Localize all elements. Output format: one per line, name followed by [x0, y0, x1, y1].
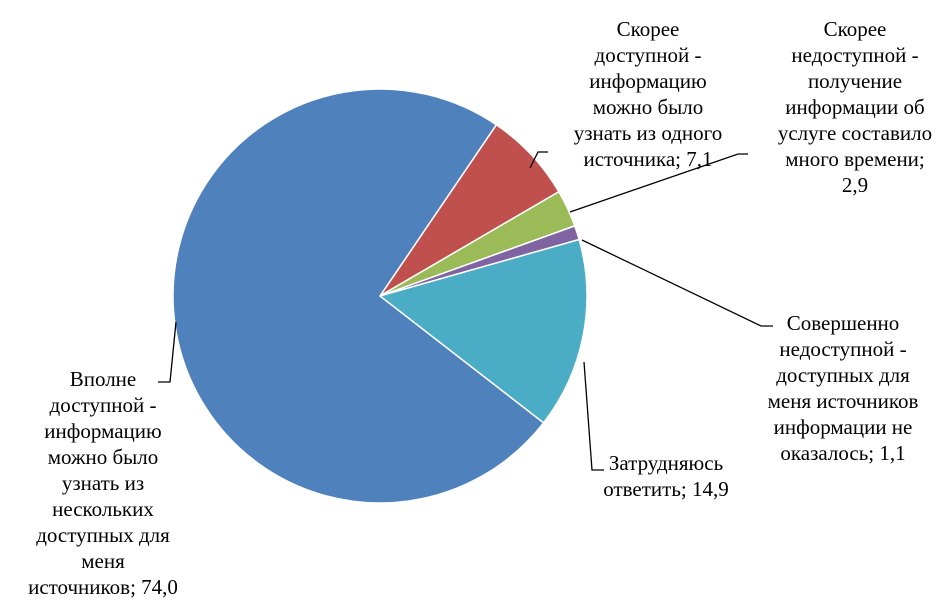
data-label-line: информацию — [44, 419, 161, 443]
data-label-line: источников; 74,0 — [28, 575, 178, 599]
data-label-line: много времени; — [785, 147, 925, 171]
pie-slices — [172, 88, 588, 504]
data-label-line: доступной - — [595, 43, 702, 67]
data-label-sovershenno-nedostupnoy: Совершенно недоступной -доступных для меня… — [768, 311, 919, 465]
data-label-skoree-nedostupnoy: Скорее недоступной -получение информации о… — [778, 17, 932, 197]
data-label-line: меня — [81, 549, 125, 573]
data-label-line: Вполне — [70, 367, 137, 391]
data-label-line: информацию — [589, 69, 706, 93]
leader-line-zatrudnyayus — [583, 361, 604, 471]
data-label-line: услуге составило — [778, 121, 932, 145]
data-label-line: узнать из — [62, 471, 144, 495]
data-label-line: узнать из одного — [574, 121, 723, 145]
data-label-line: оказалось; 1,1 — [780, 441, 905, 465]
data-label-line: недоступной - — [779, 337, 906, 361]
data-label-line: доступной - — [50, 393, 157, 417]
data-label-line: ответить; 14,9 — [603, 477, 729, 501]
data-label-line: доступных для — [776, 363, 910, 387]
data-label-line: Затрудняюсь — [609, 451, 723, 475]
data-label-line: можно было — [48, 445, 159, 469]
data-label-line: 2,9 — [842, 173, 868, 197]
data-label-vpolne-dostupnoy: Вполне доступной -информацию можно было узн… — [28, 367, 178, 599]
leader-line-sovershenno-nedostupnoy — [581, 239, 773, 327]
data-labels: Вполне доступной -информацию можно было узн… — [28, 17, 932, 599]
leader-line-vpolne-dostupnoy — [158, 321, 177, 383]
pie-slice-zatrudnyayus — [378, 238, 588, 424]
data-label-line: меня источников — [768, 389, 919, 413]
data-label-line: Совершенно — [787, 311, 900, 335]
data-label-line: нескольких — [52, 497, 154, 521]
data-label-line: доступных для — [36, 523, 170, 547]
data-label-line: информации не — [774, 415, 913, 439]
data-label-line: информации об — [785, 95, 924, 119]
data-label-zatrudnyayus: Затрудняюсь ответить; 14,9 — [603, 451, 729, 501]
data-label-line: Скорее — [617, 17, 680, 41]
data-label-line: недоступной - — [791, 43, 918, 67]
leader-lines — [158, 151, 773, 471]
data-label-skoree-dostupnoy: Скорее доступной -информацию можно было узн… — [574, 17, 723, 171]
data-label-line: можно было — [593, 95, 704, 119]
data-label-line: источника; 7,1 — [584, 147, 713, 171]
data-label-line: получение — [808, 69, 902, 93]
leader-line-skoree-dostupnoy — [529, 151, 548, 169]
leader-line-skoree-nedostupnoy — [569, 153, 748, 213]
data-label-line: Скорее — [824, 17, 887, 41]
